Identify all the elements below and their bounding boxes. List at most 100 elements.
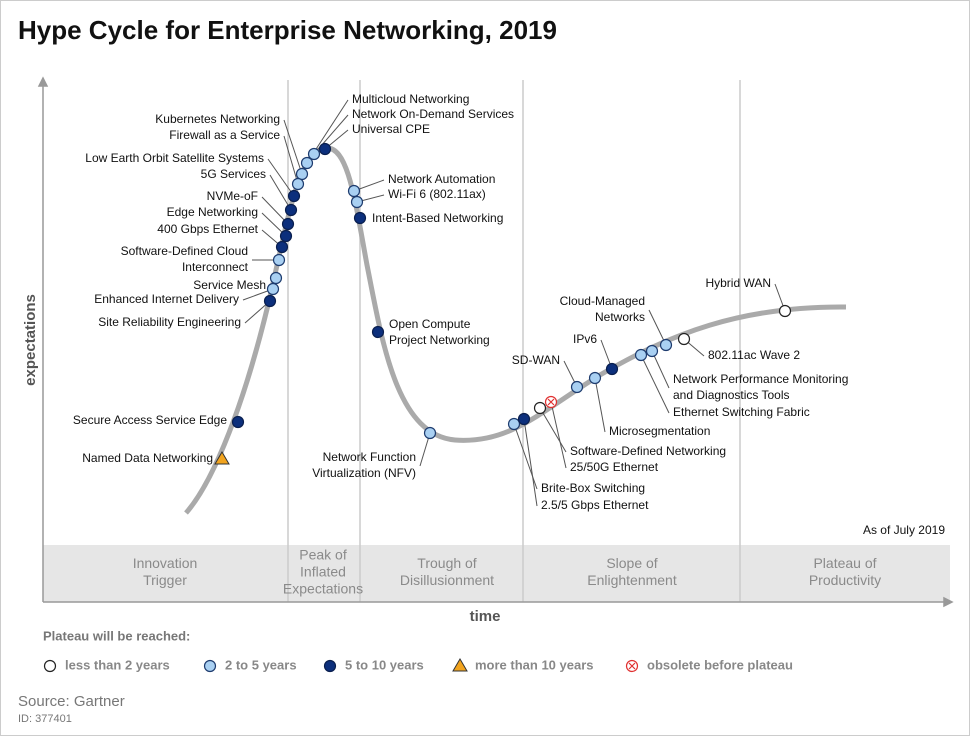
technology-label: Cloud-Managed <box>560 294 645 308</box>
legend-marker <box>452 658 468 672</box>
technology-label: Networks <box>595 310 645 324</box>
technology-label: Network On-Demand Services <box>352 107 514 121</box>
leader-line <box>269 174 292 211</box>
phase-label: Trigger <box>143 572 187 588</box>
source: Source: Gartner <box>18 693 125 710</box>
technology-label: Interconnect <box>182 260 249 274</box>
phase-label: Disillusionment <box>400 572 494 588</box>
technology-label: Named Data Networking <box>82 451 213 465</box>
leader-line <box>594 377 606 433</box>
technology-label: 802.11ac Wave 2 <box>708 348 800 362</box>
technology-marker <box>533 401 547 415</box>
technology-label: NVMe-oF <box>207 189 258 203</box>
technology-label: Multicloud Networking <box>352 92 469 106</box>
leader-line <box>261 196 289 225</box>
legend-label: more than 10 years <box>475 657 594 672</box>
technology-label: Software-Defined Networking <box>570 444 726 458</box>
technology-label: Secure Access Service Edge <box>73 413 227 427</box>
technology-label: Universal CPE <box>352 122 430 136</box>
legend-label: less than 2 years <box>65 657 170 672</box>
technology-marker <box>645 344 659 358</box>
technology-marker <box>371 325 385 339</box>
technology-label: 400 Gbps Ethernet <box>157 222 258 236</box>
technology-label: and Diagnostics Tools <box>673 388 790 402</box>
leader-line <box>651 350 670 389</box>
technology-marker <box>659 338 673 352</box>
phase-band <box>43 545 950 602</box>
leader-line <box>523 418 538 507</box>
technology-label: SD-WAN <box>512 353 560 367</box>
technology-marker <box>279 229 293 243</box>
technology-marker <box>547 398 555 406</box>
technology-marker <box>231 415 245 429</box>
technology-label: Intent-Based Networking <box>372 211 503 225</box>
technology-label: Low Earth Orbit Satellite Systems <box>85 151 264 165</box>
technology-marker <box>263 294 277 308</box>
leader-line <box>283 119 303 175</box>
technology-marker <box>266 282 280 296</box>
leader-line <box>550 401 567 469</box>
legend-marker <box>203 659 217 673</box>
technology-marker <box>778 304 792 318</box>
phase-label: Peak of <box>299 547 347 563</box>
legend-label: 5 to 10 years <box>345 657 424 672</box>
technology-marker <box>281 217 295 231</box>
technology-label: 25/50G Ethernet <box>570 460 659 474</box>
phase-label: Plateau of <box>813 555 876 571</box>
technology-marker <box>677 332 691 346</box>
phase-label: Innovation <box>133 555 198 571</box>
technology-label: 2.5/5 Gbps Ethernet <box>541 498 649 512</box>
technology-marker <box>269 271 283 285</box>
technology-marker <box>570 380 584 394</box>
technology-label: Network Performance Monitoring <box>673 372 848 386</box>
phase-label: Slope of <box>606 555 657 571</box>
technology-marker <box>634 348 648 362</box>
legend-label: obsolete before plateau <box>647 657 793 672</box>
technology-marker <box>275 240 289 254</box>
as-of: As of July 2019 <box>863 523 945 537</box>
technology-marker <box>353 211 367 225</box>
axes <box>37 76 954 608</box>
phase-label: Productivity <box>809 572 881 588</box>
technology-marker <box>287 189 301 203</box>
technology-label: Site Reliability Engineering <box>98 315 241 329</box>
phase-label: Inflated <box>300 564 346 580</box>
doc-id: ID: 377401 <box>18 713 72 725</box>
technology-marker <box>507 417 521 431</box>
technology-marker <box>423 426 437 440</box>
technology-label: Service Mesh <box>193 278 266 292</box>
legend-title: Plateau will be reached: <box>43 628 190 643</box>
technology-marker <box>307 147 321 161</box>
technology-marker <box>214 451 230 465</box>
leader-line <box>283 135 299 185</box>
technology-label: Edge Networking <box>167 205 258 219</box>
title: Hype Cycle for Enterprise Networking, 20… <box>18 15 557 45</box>
technology-marker <box>272 253 286 267</box>
technology-label: Firewall as a Service <box>169 128 280 142</box>
phase-label: Expectations <box>283 581 363 597</box>
leader-line <box>267 158 295 197</box>
technology-marker <box>517 412 531 426</box>
technology-label: Ethernet Switching Fabric <box>673 405 810 419</box>
technology-label: Microsegmentation <box>609 424 710 438</box>
technology-label: Project Networking <box>389 333 490 347</box>
technology-marker <box>291 177 305 191</box>
technology-marker <box>588 371 602 385</box>
technology-marker <box>318 142 332 156</box>
legend-marker <box>43 659 57 673</box>
technology-marker <box>284 203 298 217</box>
leader-line <box>640 354 670 414</box>
y-axis-label: expectations <box>22 294 39 386</box>
technology-label: Kubernetes Networking <box>155 112 280 126</box>
technology-label: Brite-Box Switching <box>541 481 645 495</box>
leader-line <box>648 309 667 346</box>
technology-marker <box>300 156 314 170</box>
technology-marker <box>350 195 364 209</box>
phase-label: Trough of <box>417 555 477 571</box>
technology-marker <box>295 167 309 181</box>
technology-label: IPv6 <box>573 332 597 346</box>
technology-label: Network Automation <box>388 172 495 186</box>
technology-label: 5G Services <box>201 167 266 181</box>
